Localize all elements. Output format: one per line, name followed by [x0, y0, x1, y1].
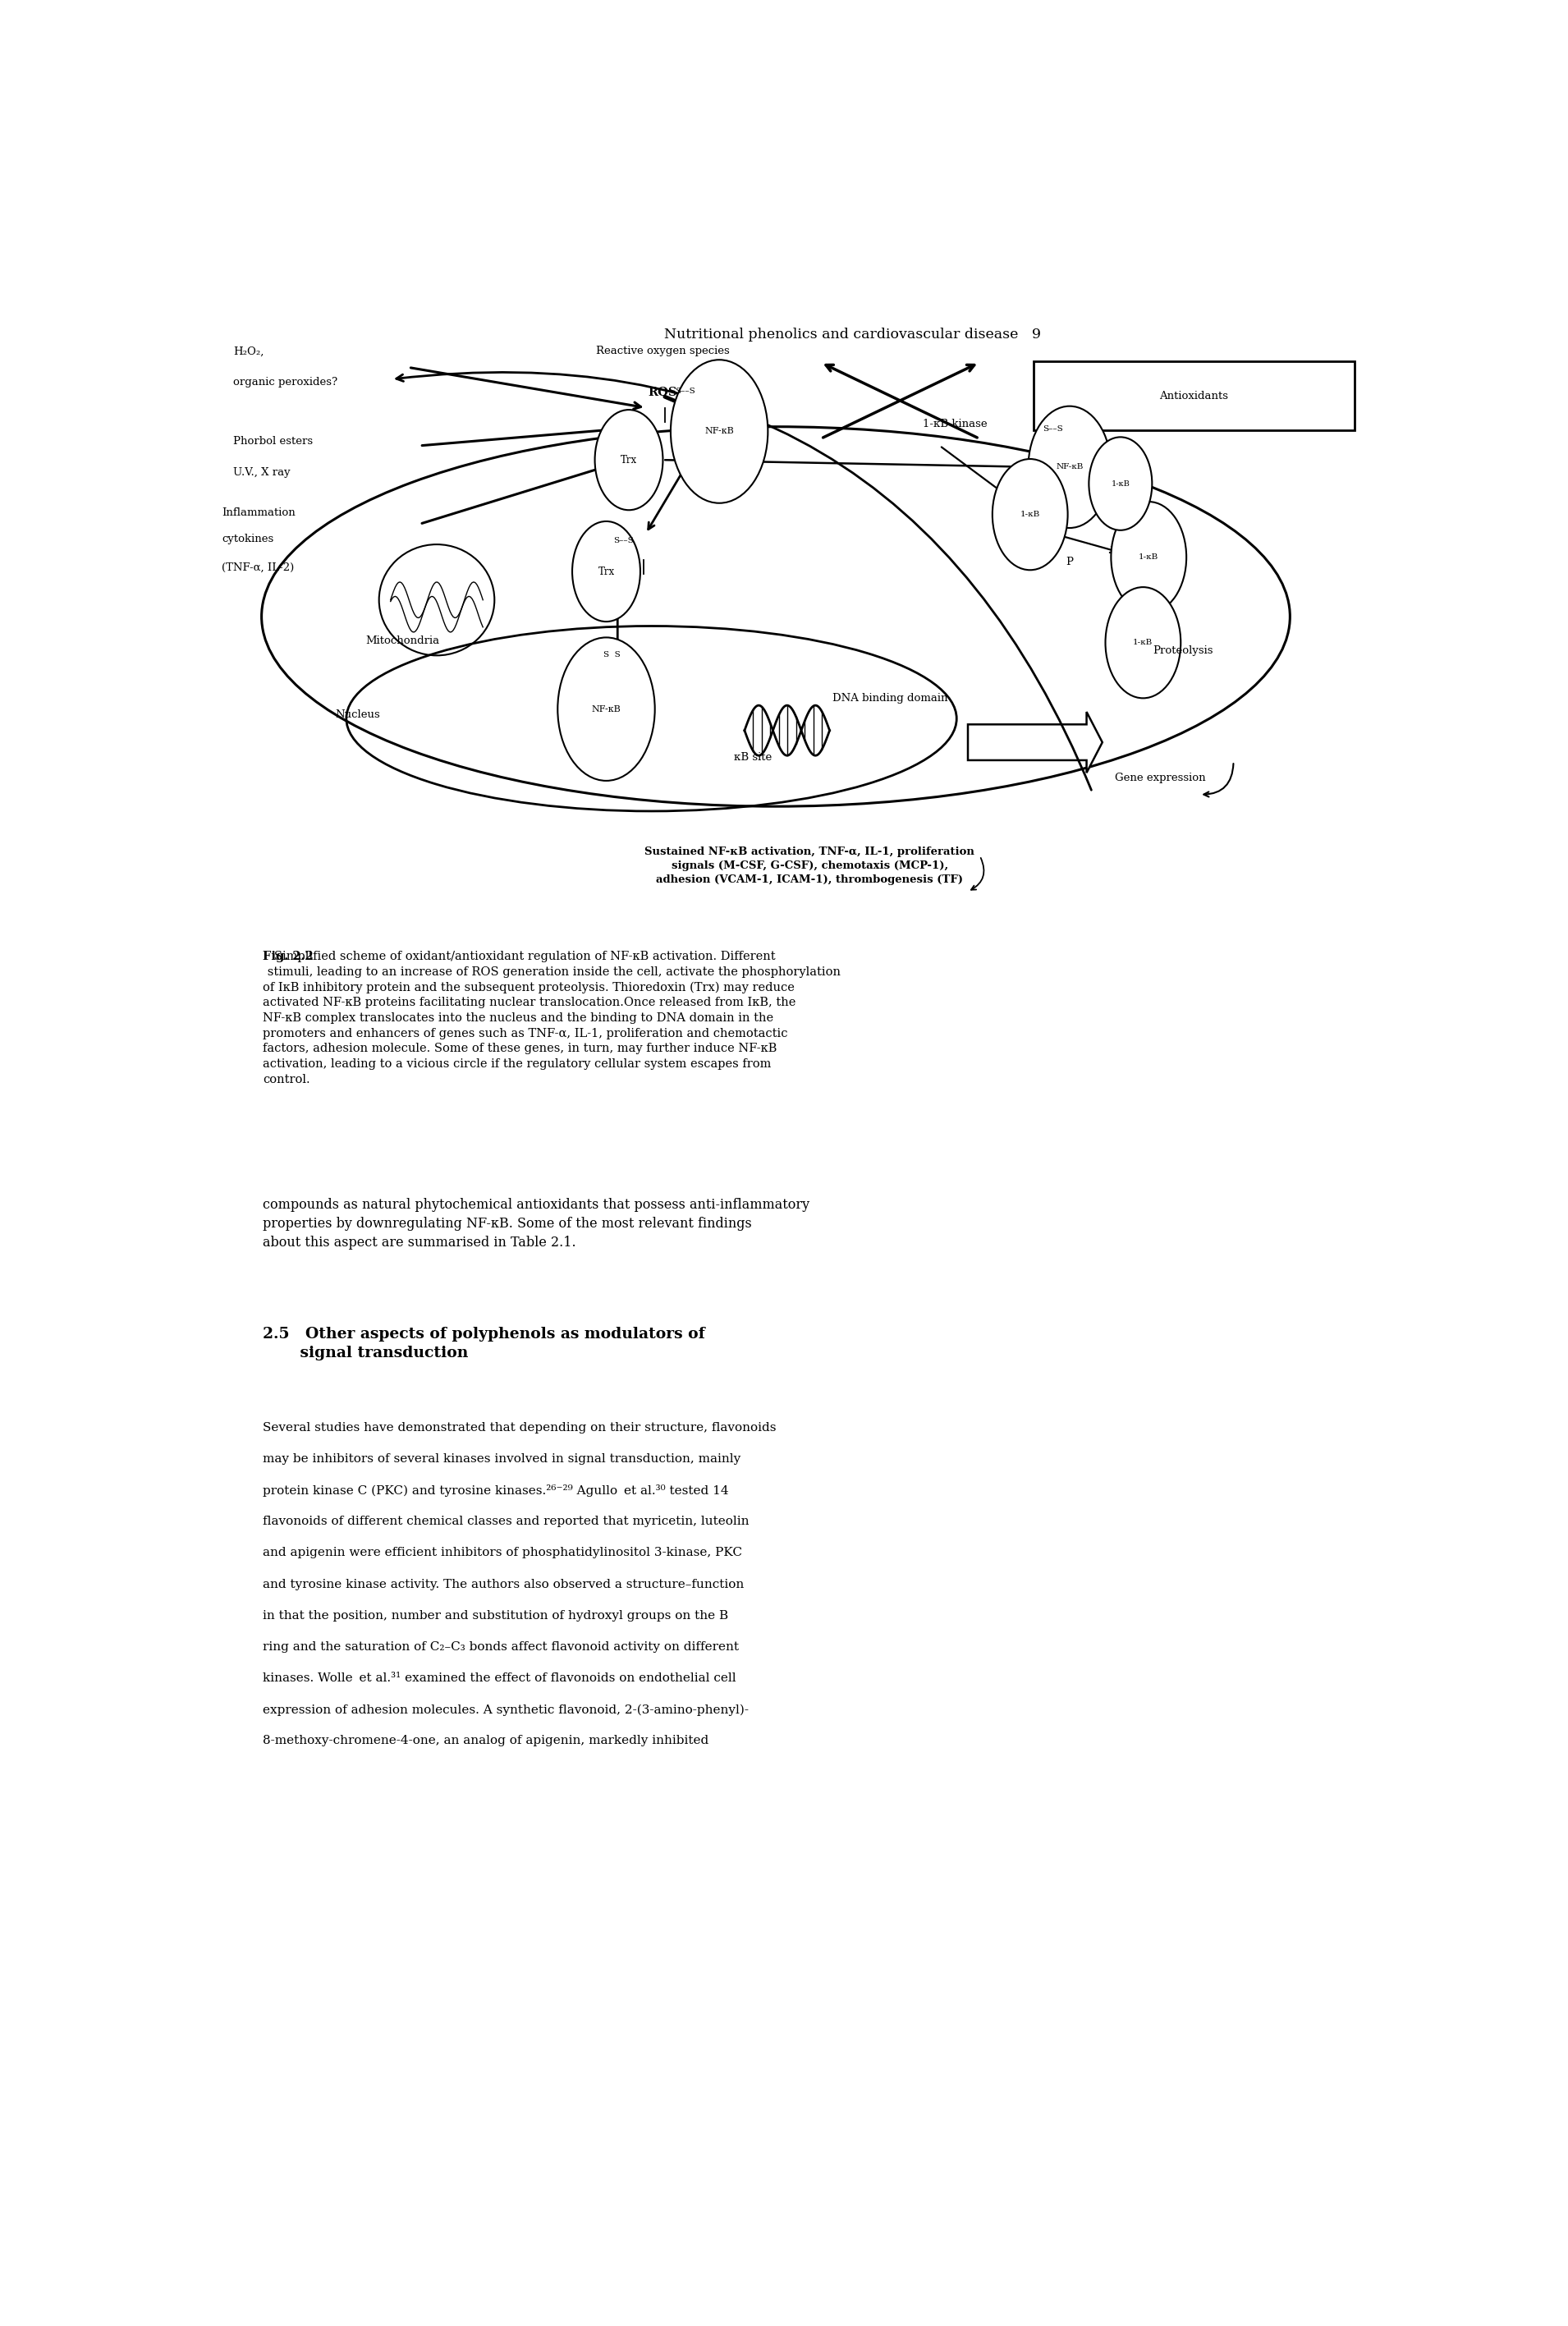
Text: ROS: ROS: [648, 386, 677, 398]
Circle shape: [1029, 407, 1110, 528]
Circle shape: [1112, 502, 1187, 612]
Text: Trx: Trx: [597, 565, 615, 577]
Text: (TNF-α, IL-2): (TNF-α, IL-2): [223, 563, 295, 572]
Text: Antioxidants: Antioxidants: [1159, 391, 1228, 400]
Text: Fig. 2.2: Fig. 2.2: [263, 951, 314, 963]
Text: P: P: [1066, 556, 1074, 568]
Text: S––S: S––S: [613, 537, 633, 544]
Text: Inflammation: Inflammation: [223, 507, 296, 519]
Text: 1-κB: 1-κB: [1134, 640, 1152, 647]
Text: Several studies have demonstrated that depending on their structure, flavonoids: Several studies have demonstrated that d…: [263, 1421, 776, 1433]
Circle shape: [1105, 586, 1181, 698]
Text: Phorbol esters: Phorbol esters: [234, 437, 314, 447]
Text: 8-methoxy-chromene-4-one, an analog of apigenin, markedly inhibited: 8-methoxy-chromene-4-one, an analog of a…: [263, 1735, 709, 1747]
Circle shape: [594, 409, 663, 509]
Circle shape: [993, 458, 1068, 570]
Text: cytokines: cytokines: [223, 533, 274, 544]
Text: organic peroxides?: organic peroxides?: [234, 377, 337, 388]
Text: U.V., X ray: U.V., X ray: [234, 468, 290, 477]
Text: Nucleus: Nucleus: [336, 709, 379, 719]
Circle shape: [671, 361, 768, 502]
Circle shape: [1088, 437, 1152, 530]
Text: 1-κB: 1-κB: [1112, 479, 1131, 488]
Text: 1-κB: 1-κB: [1021, 512, 1040, 519]
Text: H₂O₂,: H₂O₂,: [234, 347, 263, 356]
Text: DNA binding domain: DNA binding domain: [833, 693, 947, 702]
Text: flavonoids of different chemical classes and reported that myricetin, luteolin: flavonoids of different chemical classes…: [263, 1517, 750, 1528]
Text: expression of adhesion molecules. A synthetic flavonoid, 2-(3-amino-phenyl)-: expression of adhesion molecules. A synt…: [263, 1705, 750, 1717]
FancyArrow shape: [967, 712, 1102, 772]
Text: may be inhibitors of several kinases involved in signal transduction, mainly: may be inhibitors of several kinases inv…: [263, 1454, 740, 1465]
Text: compounds as natural phytochemical antioxidants that possess anti-inflammatory
p: compounds as natural phytochemical antio…: [263, 1198, 809, 1249]
Text: and tyrosine kinase activity. The authors also observed a structure–function: and tyrosine kinase activity. The author…: [263, 1579, 745, 1591]
Text: Gene expression: Gene expression: [1115, 772, 1206, 784]
Text: Trx: Trx: [621, 454, 637, 465]
Text: Sustained NF-κB activation, TNF-α, IL-1, proliferation
signals (M-CSF, G-CSF), ​: Sustained NF-κB activation, TNF-α, IL-1,…: [644, 847, 975, 886]
Text: 2.5   Other aspects of polyphenols as modulators of
       signal transduction: 2.5 Other aspects of polyphenols as modu…: [263, 1326, 706, 1361]
Text: S––S: S––S: [676, 388, 696, 395]
Text: κB site: κB site: [734, 751, 771, 763]
Text: S––S: S––S: [1043, 426, 1063, 433]
Text: Proteolysis: Proteolysis: [1152, 644, 1212, 656]
Text: NF-κB: NF-κB: [704, 428, 734, 435]
Text: and apigenin were efficient inhibitors of phosphatidylinositol 3-kinase, PKC: and apigenin were efficient inhibitors o…: [263, 1547, 742, 1558]
Text: Mitochondria: Mitochondria: [365, 635, 439, 647]
Text: 1-κB: 1-κB: [1138, 554, 1159, 561]
Text: 1-κB kinase: 1-κB kinase: [922, 419, 988, 430]
Text: ring and the saturation of C₂–C₃ bonds affect flavonoid activity on different: ring and the saturation of C₂–C₃ bonds a…: [263, 1642, 739, 1654]
Circle shape: [572, 521, 640, 621]
Circle shape: [558, 637, 655, 782]
Text: S  S: S S: [604, 651, 621, 658]
Text: in that the position, number and substitution of hydroxyl groups on the B: in that the position, number and substit…: [263, 1610, 729, 1621]
Text: Nutritional phenolics and cardiovascular disease   9: Nutritional phenolics and cardiovascular…: [663, 328, 1041, 342]
Text: NF-κB: NF-κB: [1055, 463, 1083, 470]
Text: Reactive oxygen species: Reactive oxygen species: [596, 347, 729, 356]
Text: kinases. Wolle  et al.³¹ examined the effect of flavonoids on endothelial cell: kinases. Wolle et al.³¹ examined the eff…: [263, 1672, 737, 1684]
Text: Simplified scheme of oxidant/antioxidant regulation of NF-κB activation. Differe: Simplified scheme of oxidant/antioxidant…: [263, 951, 840, 1084]
Text: protein kinase C (PKC) and tyrosine kinases.²⁶⁻²⁹ Agullo  et al.³⁰ tested 14: protein kinase C (PKC) and tyrosine kina…: [263, 1484, 729, 1498]
Text: NF-κB: NF-κB: [591, 705, 621, 714]
